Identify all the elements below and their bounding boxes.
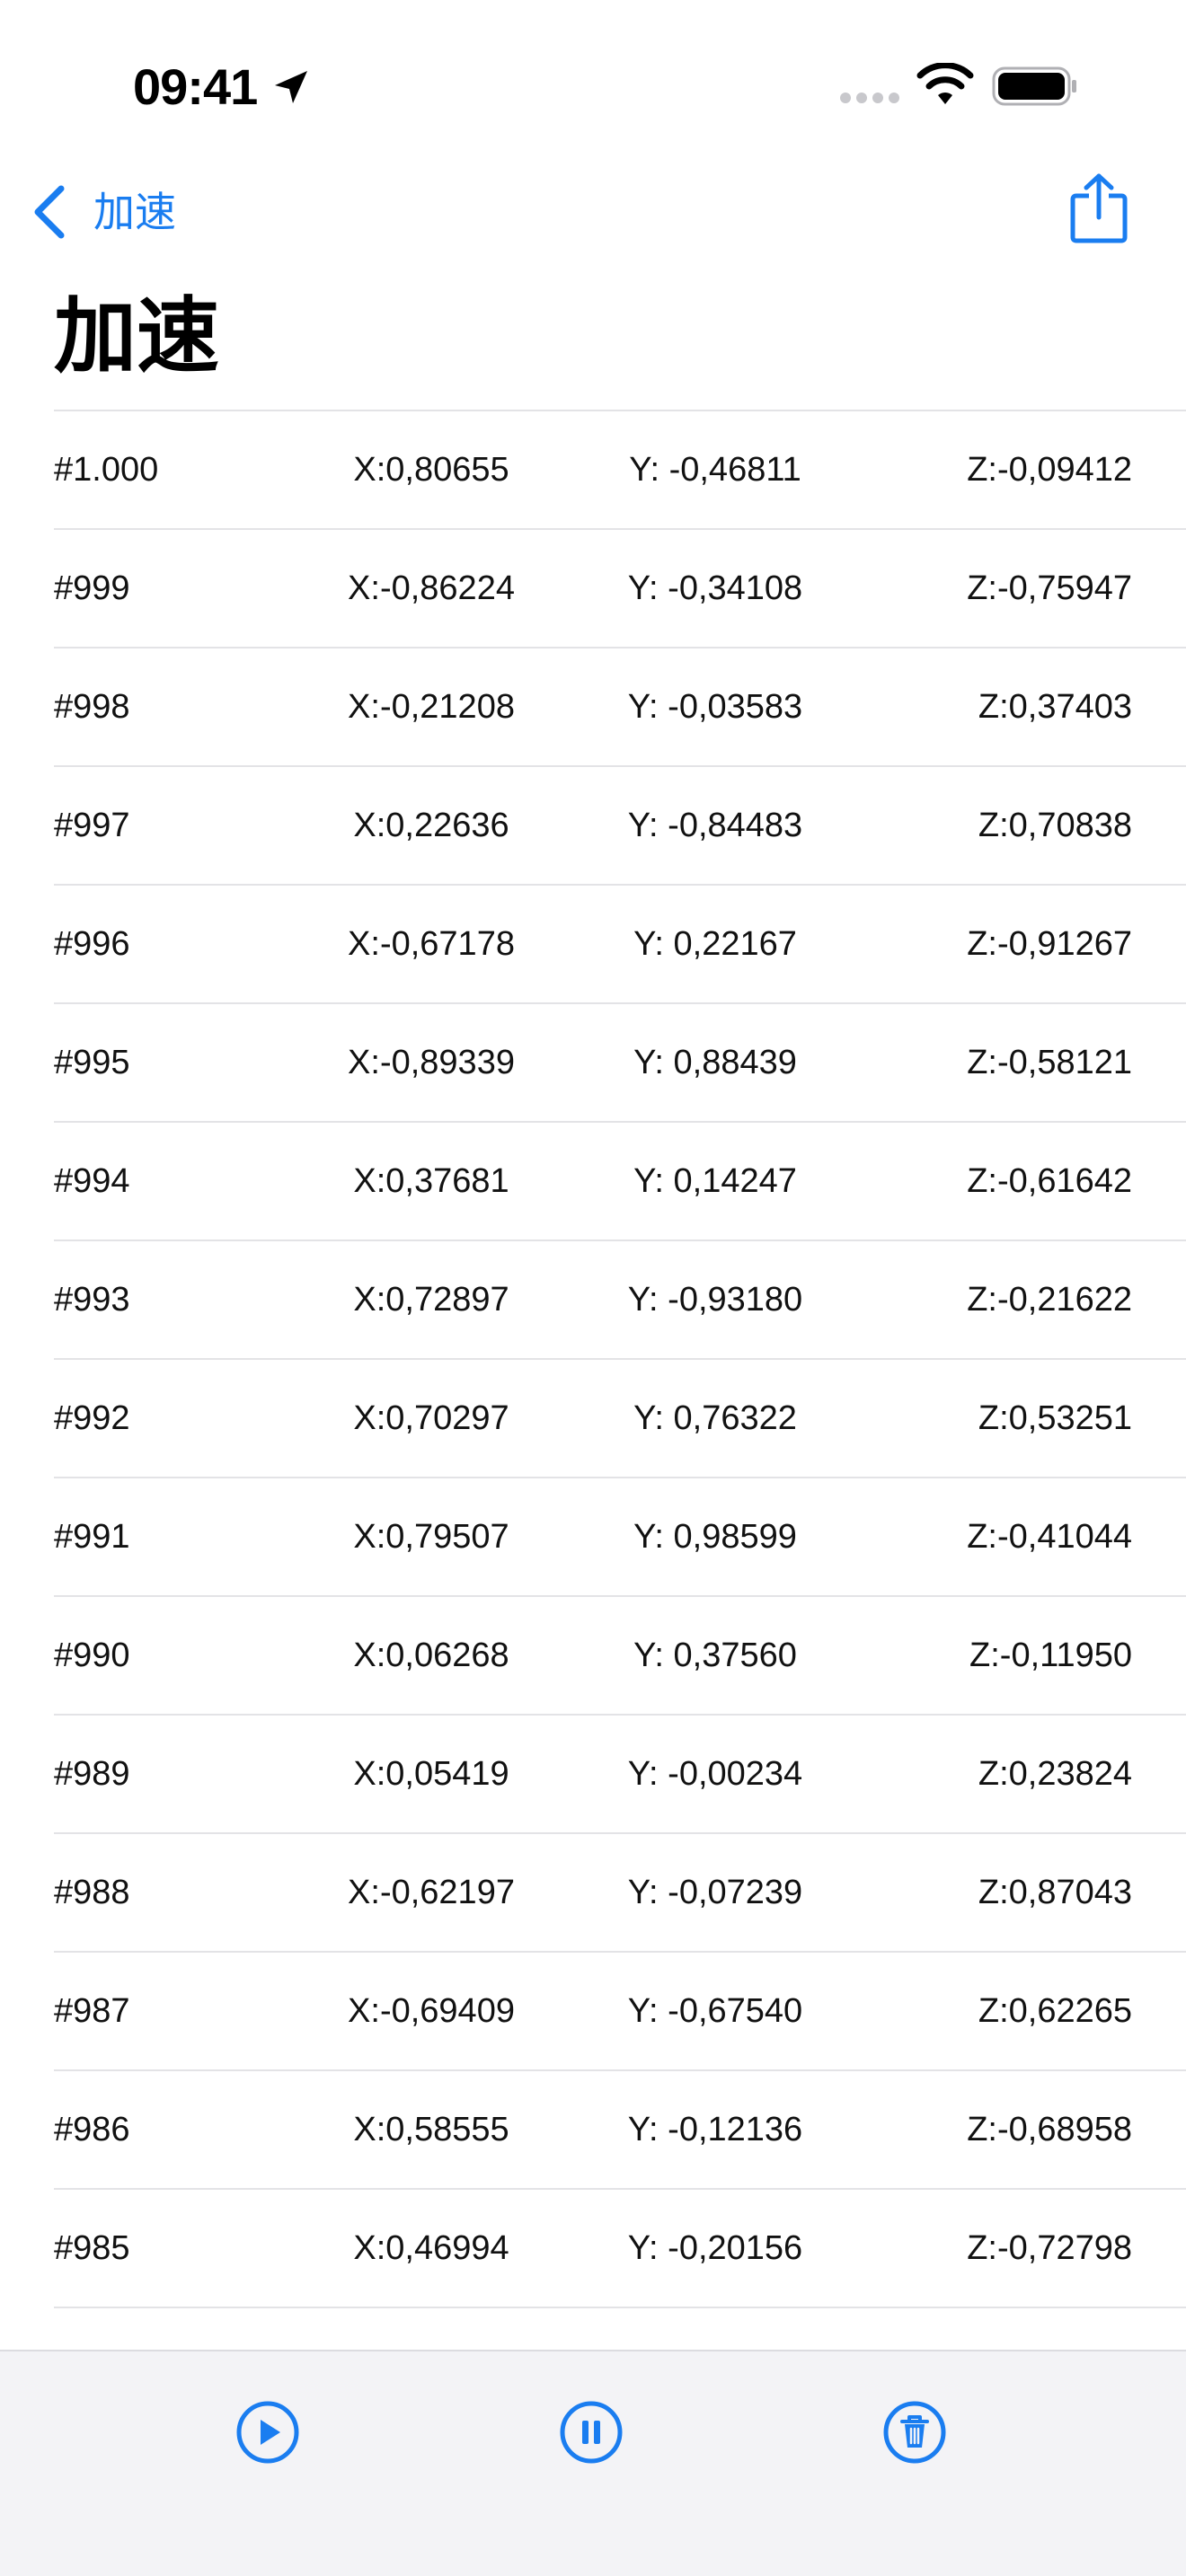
- play-circle-icon[interactable]: [235, 2400, 300, 2465]
- row-index: #989: [54, 1755, 130, 1793]
- row-x-value: X:-0,69409: [348, 1992, 515, 2030]
- row-z-value: Z:0,87043: [978, 1874, 1132, 1911]
- row-y-value: Y: -0,00234: [627, 1755, 803, 1793]
- row-x-value: X:0,05419: [353, 1755, 509, 1793]
- row-y-value: Y: -0,67540: [627, 1992, 803, 2030]
- table-row[interactable]: #994 X:0,37681 Y: 0,14247 Z:-0,61642: [54, 1123, 1186, 1241]
- row-y-value: Y: 0,37560: [633, 1636, 797, 1674]
- row-index: #997: [54, 807, 130, 844]
- row-x-value: X:-0,67178: [348, 925, 515, 963]
- table-row[interactable]: #990 X:0,06268 Y: 0,37560 Z:-0,11950: [54, 1597, 1186, 1716]
- row-index: #990: [54, 1636, 130, 1674]
- row-y-value: Y: -0,20156: [627, 2229, 803, 2267]
- row-y-value: Y: -0,84483: [627, 807, 803, 844]
- row-z-value: Z:0,23824: [978, 1755, 1132, 1793]
- row-x-value: X:0,80655: [353, 451, 509, 489]
- table-row[interactable]: #992 X:0,70297 Y: 0,76322 Z:0,53251: [54, 1360, 1186, 1478]
- row-y-value: Y: -0,93180: [627, 1281, 803, 1319]
- bottom-toolbar: [0, 2350, 1186, 2576]
- row-z-value: Z:-0,41044: [967, 1518, 1132, 1556]
- row-y-value: Y: -0,46811: [629, 451, 801, 489]
- row-x-value: X:0,72897: [353, 1281, 509, 1319]
- row-z-value: Z:0,70838: [978, 807, 1132, 844]
- row-y-value: Y: 0,76322: [633, 1399, 797, 1437]
- status-time: 09:41: [133, 58, 258, 115]
- table-row[interactable]: #986 X:0,58555 Y: -0,12136 Z:-0,68958: [54, 2071, 1186, 2190]
- row-index: #996: [54, 925, 130, 963]
- row-index: #988: [54, 1874, 130, 1911]
- row-z-value: Z:0,53251: [978, 1399, 1132, 1437]
- row-y-value: Y: 0,22167: [633, 925, 797, 963]
- row-y-value: Y: -0,12136: [627, 2111, 803, 2148]
- row-index: #999: [54, 569, 130, 607]
- wifi-icon: [916, 63, 974, 104]
- row-z-value: Z:-0,75947: [967, 569, 1132, 607]
- row-x-value: X:0,06268: [353, 1636, 509, 1674]
- row-z-value: Z:-0,21622: [967, 1281, 1132, 1319]
- row-z-value: Z:-0,11950: [969, 1636, 1132, 1674]
- chevron-left-icon: [34, 185, 65, 239]
- row-index: #994: [54, 1162, 130, 1200]
- row-index: #987: [54, 1992, 130, 2030]
- row-y-value: Y: 0,14247: [633, 1162, 797, 1200]
- row-x-value: X:-0,62197: [348, 1874, 515, 1911]
- table-row[interactable]: #987 X:-0,69409 Y: -0,67540 Z:0,62265: [54, 1953, 1186, 2071]
- row-x-value: X:0,58555: [353, 2111, 509, 2148]
- table-row[interactable]: #985 X:0,46994 Y: -0,20156 Z:-0,72798: [54, 2190, 1186, 2308]
- row-y-value: Y: 0,98599: [633, 1518, 797, 1556]
- row-y-value: Y: -0,34108: [627, 569, 803, 607]
- row-y-value: Y: -0,03583: [627, 688, 803, 726]
- trash-circle-icon[interactable]: [882, 2400, 947, 2465]
- row-z-value: Z:0,62265: [978, 1992, 1132, 2030]
- row-x-value: X:-0,89339: [348, 1044, 515, 1081]
- row-index: #992: [54, 1399, 130, 1437]
- row-index: #993: [54, 1281, 130, 1319]
- back-button-label: 加速: [93, 189, 176, 235]
- acceleration-log-list: #1.000 X:0,80655 Y: -0,46811 Z:-0,09412 #999…: [54, 410, 1186, 2308]
- row-z-value: Z:-0,91267: [967, 925, 1132, 963]
- row-x-value: X:0,46994: [353, 2229, 509, 2267]
- table-row[interactable]: #998 X:-0,21208 Y: -0,03583 Z:0,37403: [54, 648, 1186, 767]
- row-z-value: Z:-0,09412: [967, 451, 1132, 489]
- pause-circle-icon[interactable]: [559, 2400, 624, 2465]
- table-row[interactable]: #996 X:-0,67178 Y: 0,22167 Z:-0,91267: [54, 886, 1186, 1004]
- battery-icon: [992, 66, 1076, 106]
- table-row[interactable]: #999 X:-0,86224 Y: -0,34108 Z:-0,75947: [54, 530, 1186, 648]
- row-x-value: X:0,37681: [353, 1162, 509, 1200]
- row-x-value: X:0,70297: [353, 1399, 509, 1437]
- share-icon[interactable]: [1069, 172, 1128, 244]
- row-z-value: Z:-0,58121: [967, 1044, 1132, 1081]
- table-row[interactable]: #995 X:-0,89339 Y: 0,88439 Z:-0,58121: [54, 1004, 1186, 1123]
- row-index: #991: [54, 1518, 130, 1556]
- status-bar: 09:41: [0, 0, 1186, 162]
- table-row[interactable]: #989 X:0,05419 Y: -0,00234 Z:0,23824: [54, 1716, 1186, 1834]
- table-row[interactable]: #1.000 X:0,80655 Y: -0,46811 Z:-0,09412: [54, 411, 1186, 530]
- row-y-value: Y: -0,07239: [627, 1874, 803, 1911]
- row-x-value: X:0,79507: [353, 1518, 509, 1556]
- row-z-value: Z:-0,72798: [967, 2229, 1132, 2267]
- table-row[interactable]: #997 X:0,22636 Y: -0,84483 Z:0,70838: [54, 767, 1186, 886]
- row-index: #1.000: [54, 451, 159, 489]
- row-x-value: X:-0,86224: [348, 569, 515, 607]
- table-row[interactable]: #993 X:0,72897 Y: -0,93180 Z:-0,21622: [54, 1241, 1186, 1360]
- row-index: #995: [54, 1044, 130, 1081]
- page-title: 加速: [54, 291, 220, 383]
- cellular-signal-icon: [840, 93, 899, 103]
- row-index: #986: [54, 2111, 130, 2148]
- row-z-value: Z:-0,68958: [967, 2111, 1132, 2148]
- row-z-value: Z:-0,61642: [967, 1162, 1132, 1200]
- row-z-value: Z:0,37403: [978, 688, 1132, 726]
- row-x-value: X:-0,21208: [348, 688, 515, 726]
- location-arrow-icon: [275, 71, 307, 103]
- table-row[interactable]: #991 X:0,79507 Y: 0,98599 Z:-0,41044: [54, 1478, 1186, 1597]
- row-index: #998: [54, 688, 130, 726]
- back-button[interactable]: 加速: [31, 176, 176, 248]
- row-x-value: X:0,22636: [353, 807, 509, 844]
- table-row[interactable]: #988 X:-0,62197 Y: -0,07239 Z:0,87043: [54, 1834, 1186, 1953]
- row-y-value: Y: 0,88439: [633, 1044, 797, 1081]
- row-index: #985: [54, 2229, 130, 2267]
